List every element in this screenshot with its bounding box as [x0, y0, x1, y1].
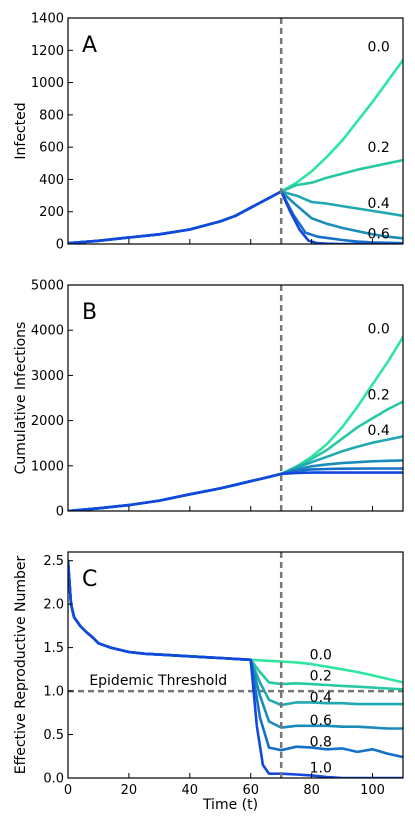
series-line-0-8: [68, 190, 403, 244]
panel-B: 0 1000 2000 3000 4000 5000 Cumulative Infectio…: [13, 279, 404, 520]
x-tick-label: 60: [242, 783, 259, 798]
series-line-0-0: [68, 559, 403, 684]
x-tick-label: 20: [121, 783, 138, 798]
x-tick-label: 40: [182, 783, 199, 798]
plot-frame: [67, 284, 404, 512]
y-tick-label: 1000: [31, 76, 64, 91]
series-label-0-4: 0.4: [310, 690, 332, 706]
series-line-0-4: [68, 190, 403, 244]
y-tick-label: 200: [39, 205, 64, 220]
y-tick-label: 400: [39, 173, 64, 188]
y-tick-label: 3000: [31, 369, 64, 384]
epidemic-threshold-label: Epidemic Threshold: [89, 673, 227, 689]
y-tick-label: 600: [39, 141, 64, 156]
x-axis-title: Time (t): [202, 797, 258, 813]
series-lines: [68, 335, 403, 511]
series-label-0-0: 0.0: [368, 39, 390, 55]
y-tick-label: 0.5: [43, 728, 64, 743]
plot-frame: [67, 17, 404, 245]
series-label-0-0: 0.0: [310, 648, 332, 664]
series-line-1-0: [68, 190, 403, 244]
y-tick-label: 2.5: [43, 554, 64, 569]
series-lines: [68, 559, 403, 778]
panel-letter: A: [82, 33, 97, 58]
series-label-0-4: 0.4: [368, 196, 390, 212]
y-tick-label: 2000: [31, 414, 64, 429]
series-label-0-0: 0.0: [368, 321, 390, 337]
series-label-0-2: 0.2: [368, 387, 390, 403]
series-label-0-6: 0.6: [310, 713, 332, 729]
series-label-0-2: 0.2: [368, 140, 390, 156]
y-tick-label: 1.5: [43, 641, 64, 656]
y-tick-label: 0: [56, 238, 64, 253]
y-tick-label: 1400: [31, 12, 64, 27]
y-tick-label: 0.0: [43, 772, 64, 787]
x-tick-label: 80: [303, 783, 320, 798]
y-tick-label: 1000: [31, 459, 64, 474]
y-tick-label: 1.0: [43, 685, 64, 700]
panel-A: 0 200 400 600 800 1000 1200 1400 Infected A 0.0 0.2…: [13, 12, 404, 253]
series-line-0-2: [68, 400, 403, 511]
y-tick-label: 2.0: [43, 598, 64, 613]
panel-letter: B: [82, 300, 97, 325]
y-axis-title: Infected: [13, 102, 29, 159]
panel-C: 0.0 0.5 1.0 1.5 2.0 2.5 0 20 40 60 80 100 Effective …: [13, 551, 404, 813]
x-tick-label: 100: [360, 783, 385, 798]
y-tick-label: 1200: [31, 44, 64, 59]
series-label-0-8: 0.8: [310, 734, 332, 750]
series-line-0-8: [68, 467, 403, 511]
y-tick-label: 4000: [31, 324, 64, 339]
series-line-0-6: [68, 190, 403, 244]
x-tick-label: 0: [64, 783, 72, 798]
series-line-1-0: [68, 471, 403, 511]
y-axis-title: Effective Reproductive Number: [13, 555, 29, 774]
plot-frame: [67, 551, 404, 779]
panel-letter: C: [82, 567, 97, 592]
series-label-0-2: 0.2: [310, 668, 332, 684]
y-tick-label: 5000: [31, 279, 64, 294]
series-label-1-0: 1.0: [310, 761, 332, 777]
series-label-0-4: 0.4: [368, 423, 390, 439]
y-tick-label: 800: [39, 108, 64, 123]
series-line-1-0: [68, 559, 403, 778]
y-axis-title: Cumulative Infections: [13, 322, 29, 475]
series-label-0-6: 0.6: [368, 227, 390, 243]
y-tick-label: 0: [56, 505, 64, 520]
series-lines: [68, 58, 403, 244]
